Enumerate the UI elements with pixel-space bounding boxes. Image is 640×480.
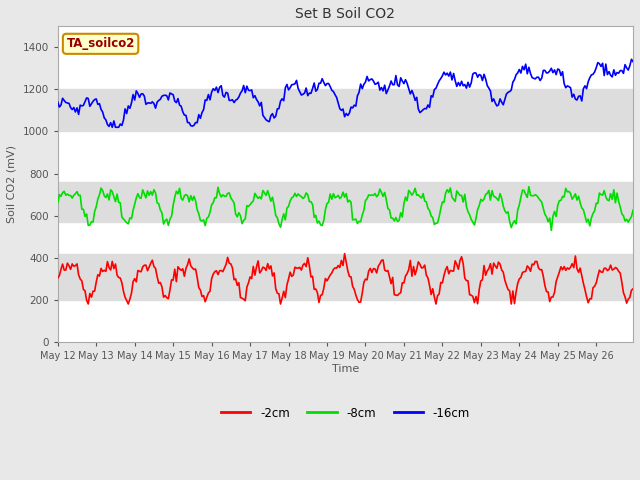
Legend: -2cm, -8cm, -16cm: -2cm, -8cm, -16cm [216,402,475,424]
Title: Set B Soil CO2: Set B Soil CO2 [296,7,396,21]
Y-axis label: Soil CO2 (mV): Soil CO2 (mV) [7,145,17,223]
Bar [58,89,633,132]
X-axis label: Time: Time [332,364,359,373]
Bar [58,182,633,222]
Text: TA_soilco2: TA_soilco2 [67,37,135,50]
Bar [58,253,633,300]
